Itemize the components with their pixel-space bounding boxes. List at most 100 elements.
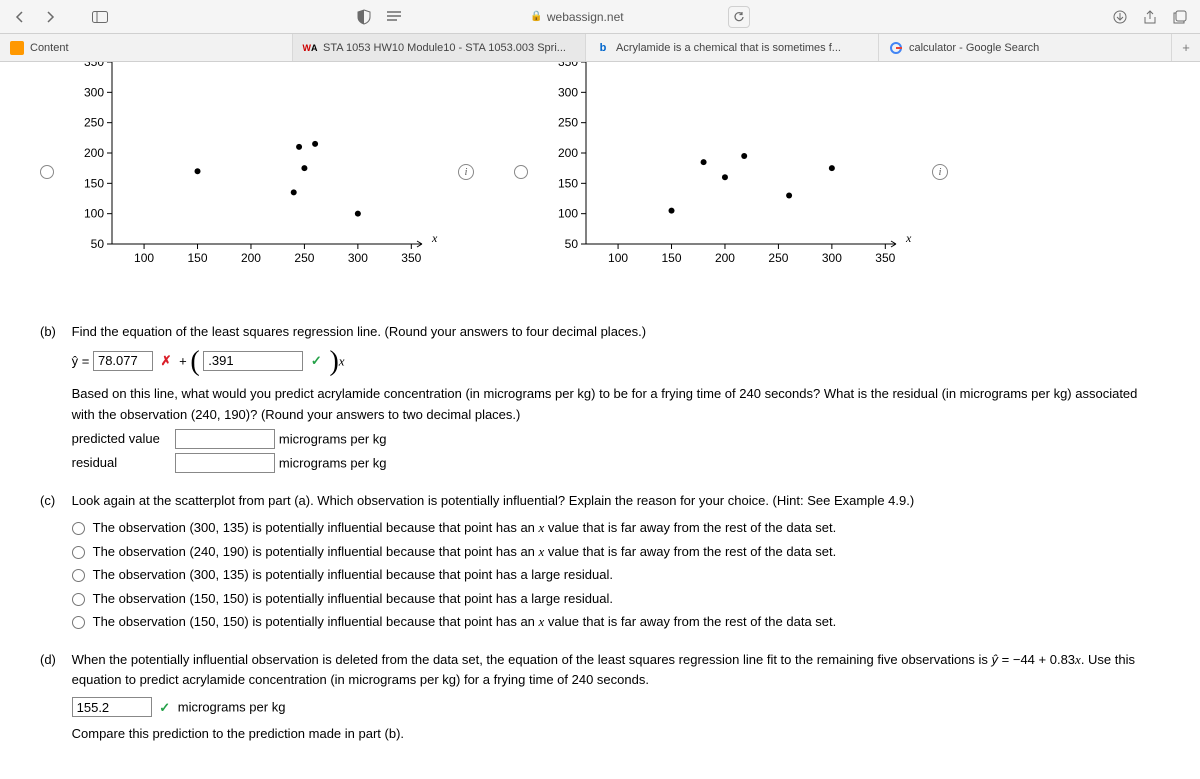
radio-input[interactable] — [72, 546, 85, 559]
option-4[interactable]: The observation (150, 150) is potentiall… — [72, 612, 1160, 632]
svg-text:350: 350 — [875, 251, 895, 265]
radio-input[interactable] — [72, 522, 85, 535]
svg-text:150: 150 — [558, 176, 578, 190]
radio-icon — [514, 165, 528, 179]
new-tab-button[interactable]: + — [1172, 34, 1200, 61]
part-d-label: (d) — [40, 650, 68, 671]
svg-text:300: 300 — [84, 85, 104, 99]
svg-text:300: 300 — [558, 85, 578, 99]
part-c: (c) Look again at the scatterplot from p… — [40, 491, 1160, 635]
back-button[interactable] — [8, 5, 32, 29]
tab-webassign[interactable]: WA STA 1053 HW10 Module10 - STA 1053.003… — [293, 34, 586, 61]
lock-icon: 🔒 — [530, 11, 542, 22]
tab-bartleby[interactable]: b Acrylamide is a chemical that is somet… — [586, 34, 879, 61]
option-3[interactable]: The observation (150, 150) is potentiall… — [72, 589, 1160, 609]
tab-google[interactable]: calculator - Google Search — [879, 34, 1172, 61]
svg-text:250: 250 — [768, 251, 788, 265]
plus-sign: + — [179, 353, 187, 368]
yhat-prefix: ŷ = — [72, 353, 90, 368]
svg-text:200: 200 — [84, 146, 104, 160]
check-icon: ✓ — [311, 353, 322, 368]
svg-text:150: 150 — [662, 251, 682, 265]
svg-text:x: x — [431, 231, 438, 245]
svg-text:300: 300 — [348, 251, 368, 265]
option-0[interactable]: The observation (300, 135) is potentiall… — [72, 518, 1160, 538]
unit-label: micrograms per kg — [279, 431, 387, 446]
option-text: The observation (240, 190) is potentiall… — [93, 542, 837, 562]
browser-toolbar: 🔒 webassign.net — [0, 0, 1200, 34]
svg-text:200: 200 — [558, 146, 578, 160]
tabs-button[interactable] — [1168, 5, 1192, 29]
part-d-prompt: When the potentially influential observa… — [72, 650, 1160, 692]
reload-button[interactable] — [728, 6, 750, 28]
reading-list-icon[interactable] — [382, 5, 406, 29]
chart-option-4[interactable]: 50100150200250300350100150200250300350x … — [514, 62, 948, 282]
part-d: (d) When the potentially influential obs… — [40, 650, 1160, 746]
close-paren: ) — [329, 346, 338, 377]
svg-text:50: 50 — [91, 237, 105, 251]
unit-label: micrograms per kg — [279, 455, 387, 470]
favicon-b-icon: b — [596, 41, 610, 55]
radio-input[interactable] — [72, 569, 85, 582]
x-suffix: x — [339, 353, 345, 368]
part-c-options: The observation (300, 135) is potentiall… — [72, 518, 1160, 632]
svg-text:200: 200 — [241, 251, 261, 265]
svg-text:50: 50 — [565, 237, 579, 251]
favicon-wa-icon: WA — [303, 41, 317, 55]
tab-label: STA 1053 HW10 Module10 - STA 1053.003 Sp… — [323, 42, 566, 54]
scatterplots-row: 50100150200250300350100150200250300350x … — [40, 62, 1160, 282]
option-2[interactable]: The observation (300, 135) is potentiall… — [72, 565, 1160, 585]
svg-text:250: 250 — [294, 251, 314, 265]
info-icon[interactable]: i — [932, 164, 948, 180]
radio-icon — [40, 165, 54, 179]
forward-button[interactable] — [38, 5, 62, 29]
address-bar[interactable]: 🔒 webassign.net — [412, 6, 868, 28]
svg-text:100: 100 — [608, 251, 628, 265]
page-content: 50100150200250300350100150200250300350x … — [0, 62, 1200, 779]
chart-option-3[interactable]: 50100150200250300350100150200250300350x … — [40, 62, 474, 282]
sidebar-toggle-button[interactable] — [88, 5, 112, 29]
favicon-pencil-icon — [10, 41, 24, 55]
url-text: webassign.net — [547, 10, 624, 24]
info-icon[interactable]: i — [458, 164, 474, 180]
svg-text:200: 200 — [715, 251, 735, 265]
svg-text:350: 350 — [401, 251, 421, 265]
svg-text:300: 300 — [822, 251, 842, 265]
part-c-prompt: Look again at the scatterplot from part … — [72, 491, 1160, 512]
slope-input[interactable] — [203, 351, 303, 371]
part-c-label: (c) — [40, 491, 68, 512]
tab-content[interactable]: Content — [0, 34, 293, 61]
radio-input[interactable] — [72, 593, 85, 606]
shield-icon[interactable] — [352, 5, 376, 29]
unit-label: micrograms per kg — [178, 700, 286, 715]
cross-icon: ✗ — [161, 353, 172, 368]
predicted-input[interactable] — [175, 429, 275, 449]
svg-text:350: 350 — [558, 62, 578, 69]
option-text: The observation (300, 135) is potentiall… — [93, 518, 837, 538]
residual-label: residual — [72, 453, 172, 474]
svg-text:100: 100 — [134, 251, 154, 265]
download-button[interactable] — [1108, 5, 1132, 29]
svg-text:100: 100 — [558, 207, 578, 221]
option-text: The observation (300, 135) is potentiall… — [93, 565, 613, 585]
svg-text:350: 350 — [84, 62, 104, 69]
share-button[interactable] — [1138, 5, 1162, 29]
part-d-compare: Compare this prediction to the predictio… — [72, 724, 1160, 745]
part-b-label: (b) — [40, 322, 68, 343]
option-1[interactable]: The observation (240, 190) is potentiall… — [72, 542, 1160, 562]
tab-label: Content — [30, 42, 69, 54]
favicon-google-icon — [889, 41, 903, 55]
svg-text:150: 150 — [84, 176, 104, 190]
radio-input[interactable] — [72, 616, 85, 629]
option-text: The observation (150, 150) is potentiall… — [93, 589, 613, 609]
svg-text:250: 250 — [84, 116, 104, 130]
part-d-answer[interactable] — [72, 697, 152, 717]
svg-text:150: 150 — [188, 251, 208, 265]
tab-label: Acrylamide is a chemical that is sometim… — [616, 42, 841, 54]
residual-input[interactable] — [175, 453, 275, 473]
intercept-input[interactable] — [93, 351, 153, 371]
predicted-label: predicted value — [72, 429, 172, 450]
tab-bar: Content WA STA 1053 HW10 Module10 - STA … — [0, 34, 1200, 62]
scatterplot-4: 50100150200250300350100150200250300350x — [536, 62, 926, 282]
part-b-prompt: Find the equation of the least squares r… — [72, 322, 1160, 343]
